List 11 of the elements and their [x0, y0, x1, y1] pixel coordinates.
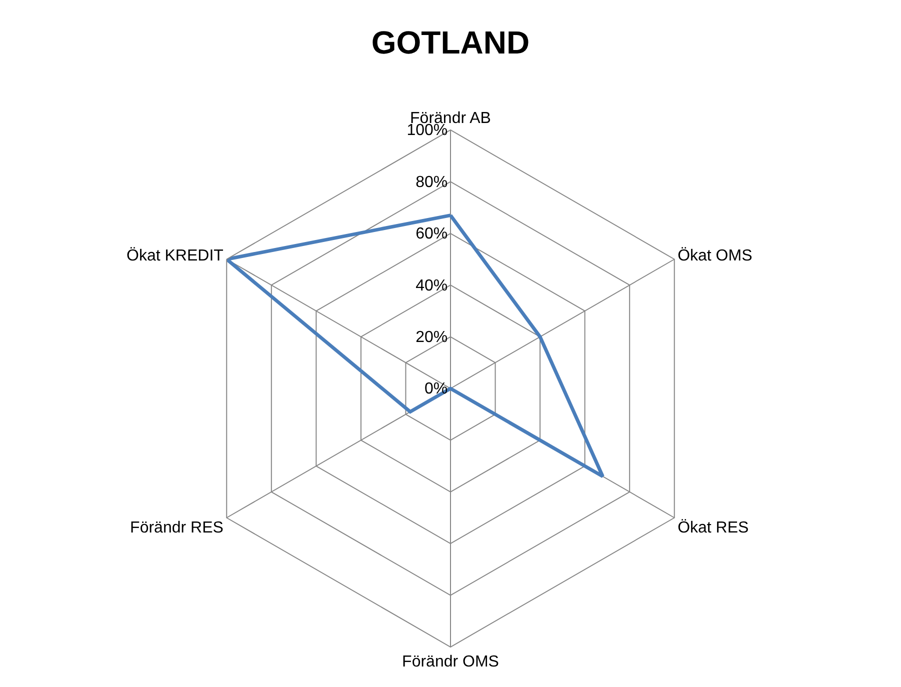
spoke-label: Ökat KREDIT [126, 246, 224, 265]
spoke-label: Förändr OMS [402, 654, 499, 671]
spoke-label: Ökat RES [678, 518, 749, 536]
spoke-label: Ökat OMS [678, 246, 752, 265]
spoke-label: Förändr RES [130, 519, 224, 536]
y-tick-label: 0% [424, 380, 448, 398]
y-tick-label: 40% [416, 277, 448, 294]
y-tick-label: 80% [416, 174, 448, 191]
y-tick-label: 60% [416, 226, 448, 243]
chart-title: GOTLAND [371, 24, 530, 60]
y-tick-label: 20% [416, 329, 448, 346]
